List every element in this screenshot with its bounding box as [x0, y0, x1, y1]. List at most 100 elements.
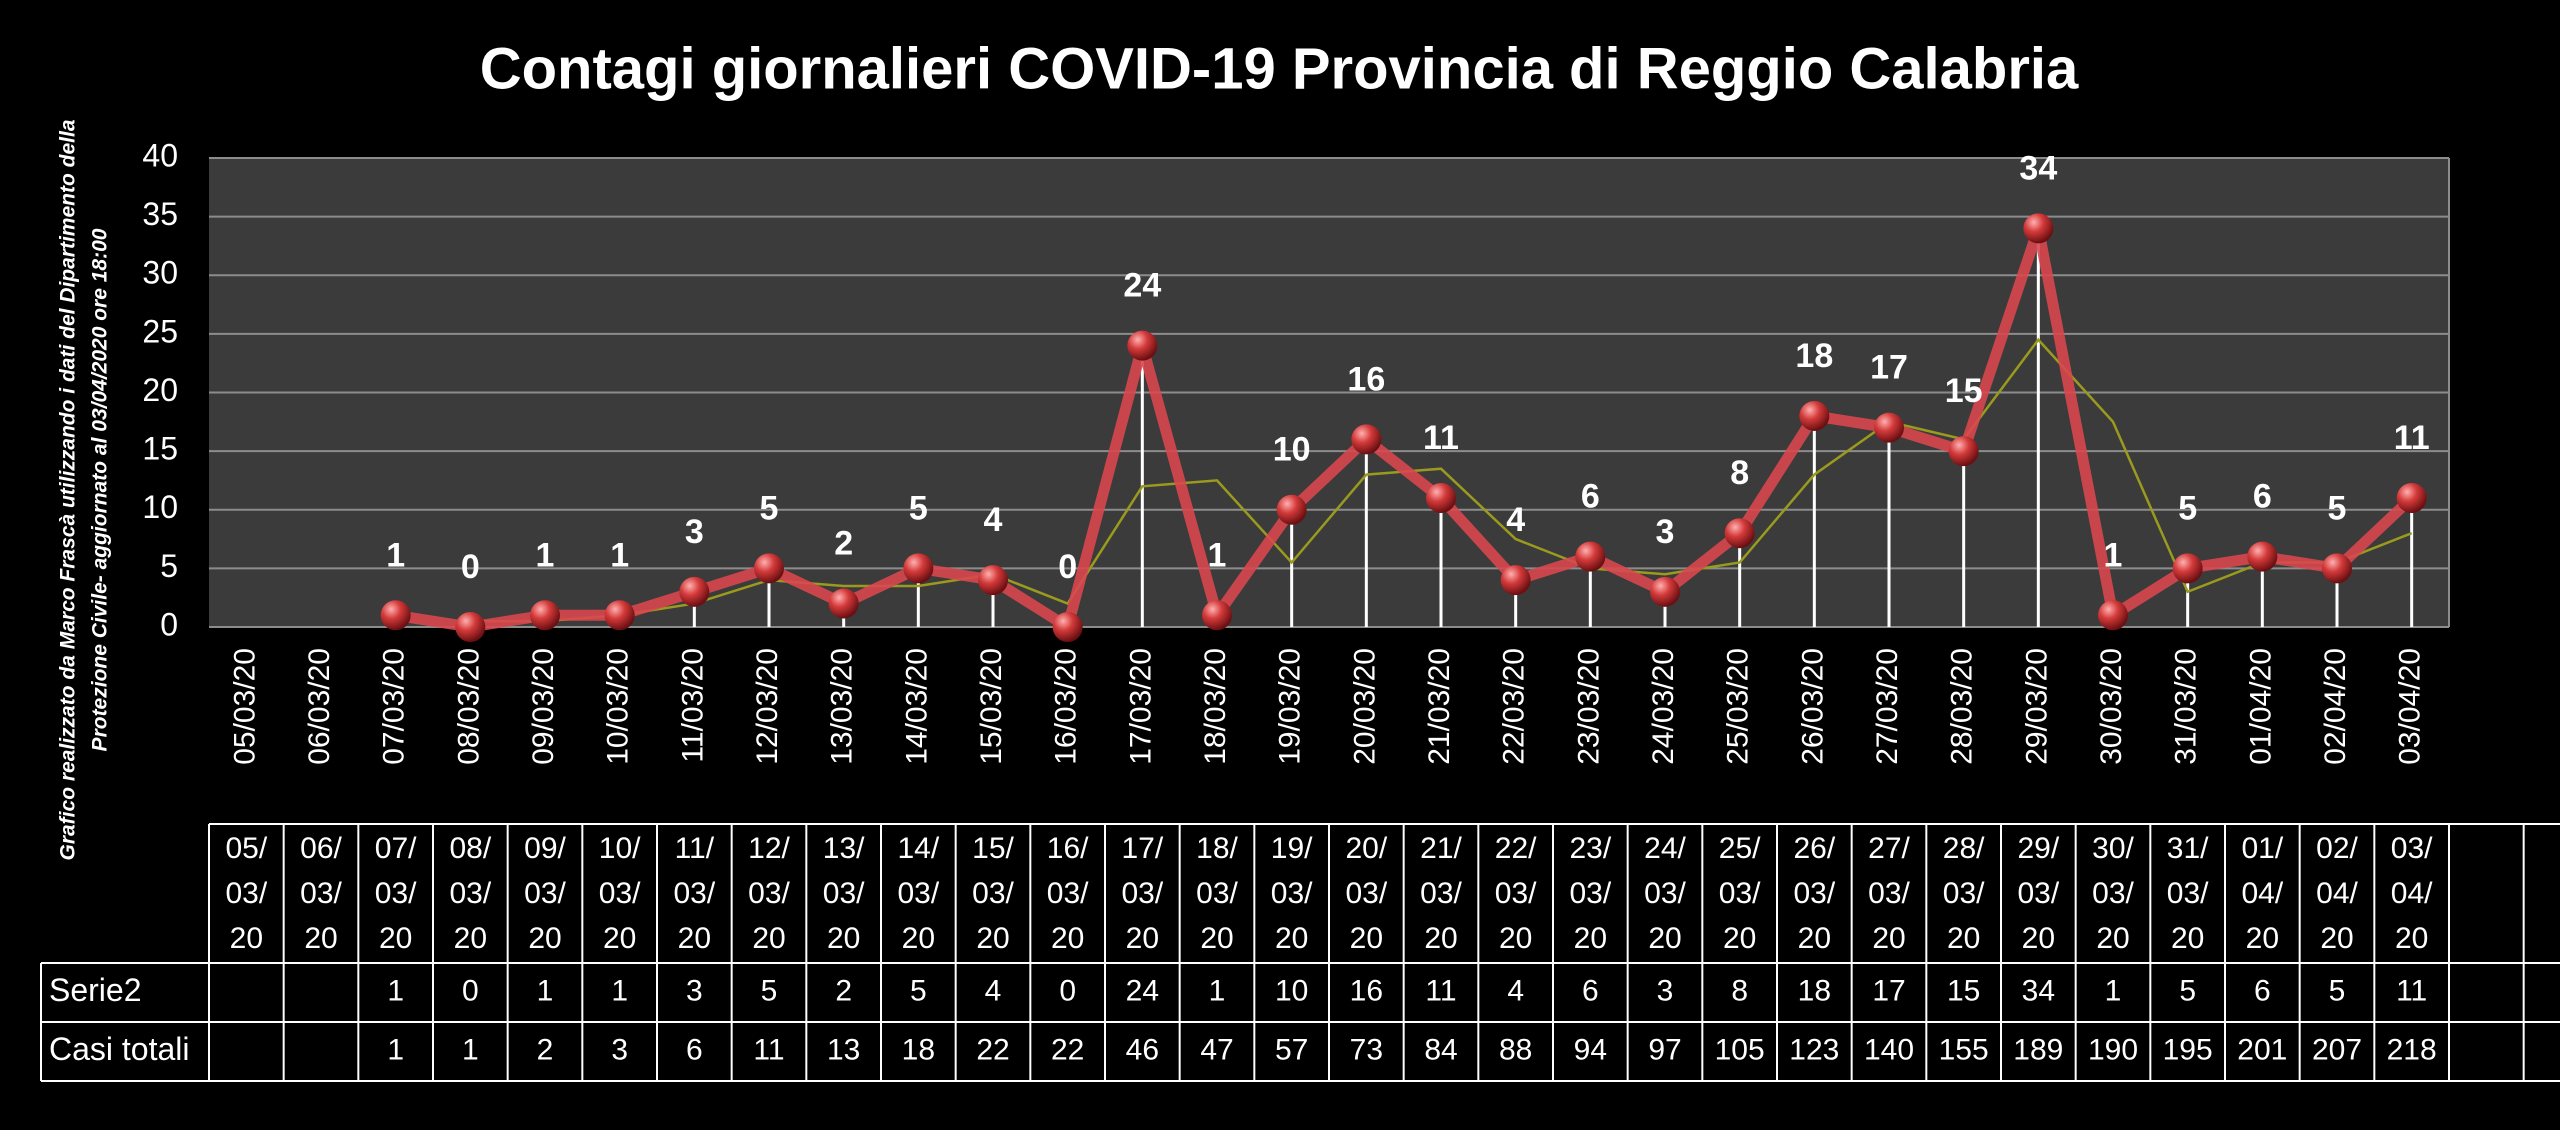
data-label: 16 [1347, 360, 1385, 398]
table-cell: 97 [1648, 1033, 1681, 1066]
marker [1575, 541, 1606, 572]
x-tick-label: 15/03/20 [975, 648, 1008, 765]
table-cell: 17 [1872, 974, 1905, 1007]
table-cell: 218 [2387, 1033, 2437, 1066]
x-tick-label: 12/03/20 [751, 648, 784, 765]
marker [1874, 412, 1904, 443]
table-header: 29/03/20 [2017, 832, 2059, 955]
table-cell: 22 [1051, 1033, 1084, 1066]
table-cell: 34 [2022, 974, 2055, 1007]
data-label: 8 [1730, 454, 1749, 492]
data-label: 5 [909, 489, 928, 527]
table-cell: 16 [1350, 974, 1383, 1007]
marker [1202, 600, 1232, 631]
data-label: 1 [386, 536, 405, 574]
marker [1351, 424, 1382, 455]
table-header: 25/03/20 [1719, 832, 1761, 955]
x-tick-label: 30/03/20 [2095, 648, 2128, 765]
table-header: 24/03/20 [1644, 832, 1686, 955]
data-label: 10 [1273, 431, 1311, 469]
table-cell: 57 [1275, 1033, 1308, 1066]
table-cell: 5 [2329, 974, 2346, 1007]
marker [679, 576, 710, 607]
source-note: Grafico realizzato da Marco Frascà utili… [57, 119, 112, 860]
source-note-line: Protezione Civile- aggiornato al 03/04/2… [89, 228, 112, 751]
table-header: 01/04/20 [2241, 832, 2283, 955]
data-label: 11 [2394, 419, 2430, 457]
table-cell: 73 [1350, 1033, 1383, 1066]
table-cell: 18 [902, 1033, 935, 1066]
marker [1276, 494, 1307, 525]
table-cell: 1 [387, 1033, 404, 1066]
table-cell: 84 [1424, 1033, 1457, 1066]
table-cell: 155 [1939, 1033, 1989, 1066]
marker [380, 600, 411, 631]
table-header: 09/03/20 [524, 832, 566, 955]
table-cell: 1 [611, 974, 628, 1007]
table-row-label: Casi totali [49, 1031, 190, 1067]
table-header: 19/03/20 [1271, 832, 1313, 955]
y-tick-label: 15 [142, 431, 178, 467]
x-tick-label: 21/03/20 [1423, 648, 1456, 765]
table-cell: 1 [387, 974, 404, 1007]
marker [903, 553, 934, 584]
data-label: 3 [685, 513, 704, 551]
x-tick-label: 02/04/20 [2319, 648, 2352, 765]
table-cell: 2 [537, 1033, 554, 1066]
data-label: 5 [2178, 489, 2197, 527]
table-cell: 15 [1947, 974, 1980, 1007]
table-header: 08/03/20 [449, 832, 491, 955]
y-tick-label: 35 [142, 196, 178, 232]
x-tick-label: 29/03/20 [2020, 648, 2053, 765]
y-tick-label: 5 [160, 548, 178, 584]
marker [1724, 518, 1755, 549]
x-tick-label: 17/03/20 [1124, 648, 1157, 765]
y-tick-label: 40 [142, 137, 178, 173]
marker [978, 565, 1008, 596]
table-cell: 189 [2013, 1033, 2063, 1066]
table-cell: 190 [2088, 1033, 2138, 1066]
table-cell: 6 [686, 1033, 703, 1066]
table-cell: 3 [686, 974, 703, 1007]
marker [828, 588, 859, 619]
table-header: 14/03/20 [897, 832, 939, 955]
table-cell: 88 [1499, 1033, 1532, 1066]
table-cell: 18 [1798, 974, 1831, 1007]
table-header: 22/03/20 [1495, 832, 1537, 955]
table-cell: 195 [2163, 1033, 2213, 1066]
table-header: 06/03/20 [300, 832, 342, 955]
table-cell: 201 [2237, 1033, 2287, 1066]
marker [2396, 483, 2427, 514]
table-header: 23/03/20 [1569, 832, 1611, 955]
table-cell: 1 [537, 974, 554, 1007]
marker [2098, 600, 2128, 631]
data-label: 24 [1123, 267, 1161, 305]
data-label: 6 [1581, 478, 1600, 516]
x-tick-label: 03/04/20 [2394, 648, 2427, 765]
table-cell: 4 [1507, 974, 1524, 1007]
table-header: 28/03/20 [1943, 832, 1985, 955]
data-label: 18 [1795, 337, 1833, 375]
x-tick-label: 14/03/20 [900, 648, 933, 765]
table-cell: 3 [1657, 974, 1674, 1007]
x-tick-label: 13/03/20 [826, 648, 859, 765]
table-header: 15/03/20 [972, 832, 1014, 955]
data-label: 5 [2328, 489, 2347, 527]
table-header: 13/03/20 [823, 832, 865, 955]
table-cell: 13 [827, 1033, 860, 1066]
table-cell: 0 [1059, 974, 1076, 1007]
x-tick-label: 23/03/20 [1572, 648, 1605, 765]
x-tick-label: 24/03/20 [1647, 648, 1680, 765]
marker [1052, 612, 1083, 642]
data-label: 0 [461, 548, 480, 586]
marker [754, 553, 784, 584]
table-cell: 11 [753, 1033, 784, 1066]
table-cell: 105 [1715, 1033, 1765, 1066]
table-header: 03/04/20 [2391, 832, 2433, 955]
table-cell: 5 [910, 974, 927, 1007]
x-tick-label: 01/04/20 [2244, 648, 2277, 765]
table-cell: 3 [611, 1033, 628, 1066]
x-tick-label: 26/03/20 [1796, 648, 1829, 765]
marker [1426, 483, 1456, 514]
